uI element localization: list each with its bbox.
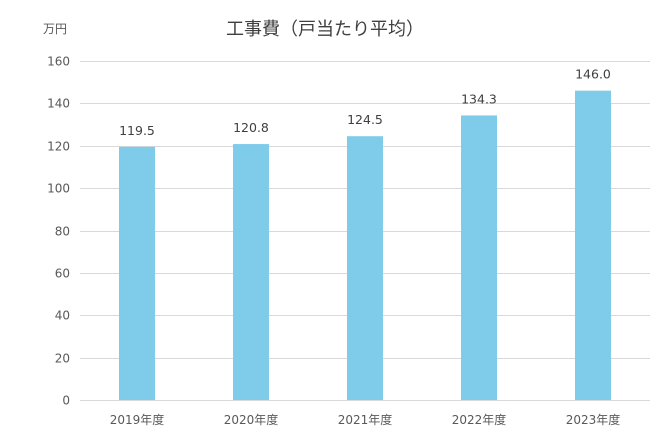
bar [347, 136, 383, 400]
y-tick-label: 100 [47, 182, 70, 196]
y-tick-label: 120 [47, 140, 70, 154]
data-label: 120.8 [233, 120, 269, 135]
data-label: 134.3 [461, 91, 497, 106]
data-labels: 119.5 120.8 124.5 134.3 146.0 [119, 67, 611, 138]
y-axis-unit-label: 万円 [43, 22, 67, 36]
data-label: 146.0 [575, 67, 611, 82]
bar [575, 90, 611, 400]
y-tick-label: 160 [47, 55, 70, 69]
chart-title: 工事費（戸当たり平均） [226, 19, 424, 40]
y-tick-label: 80 [55, 225, 70, 239]
bar [119, 146, 155, 400]
data-label: 119.5 [119, 123, 155, 138]
y-tick-label: 60 [55, 267, 70, 281]
y-tick-label: 0 [62, 394, 70, 408]
x-tick-label: 2022年度 [452, 412, 507, 427]
data-label: 124.5 [347, 112, 383, 127]
x-tick-label: 2019年度 [110, 412, 165, 427]
bar [233, 144, 269, 400]
y-tick-label: 20 [55, 352, 70, 366]
y-tick-label: 140 [47, 97, 70, 111]
bar [461, 115, 497, 400]
y-tick-label: 40 [55, 309, 70, 323]
x-tick-label: 2021年度 [338, 412, 393, 427]
x-tick-label: 2023年度 [566, 412, 621, 427]
bars [119, 90, 611, 400]
x-tick-label: 2020年度 [224, 412, 279, 427]
x-axis-ticks: 2019年度 2020年度 2021年度 2022年度 2023年度 [110, 412, 621, 427]
y-axis-ticks: 0 20 40 60 80 100 120 140 160 [47, 55, 70, 408]
